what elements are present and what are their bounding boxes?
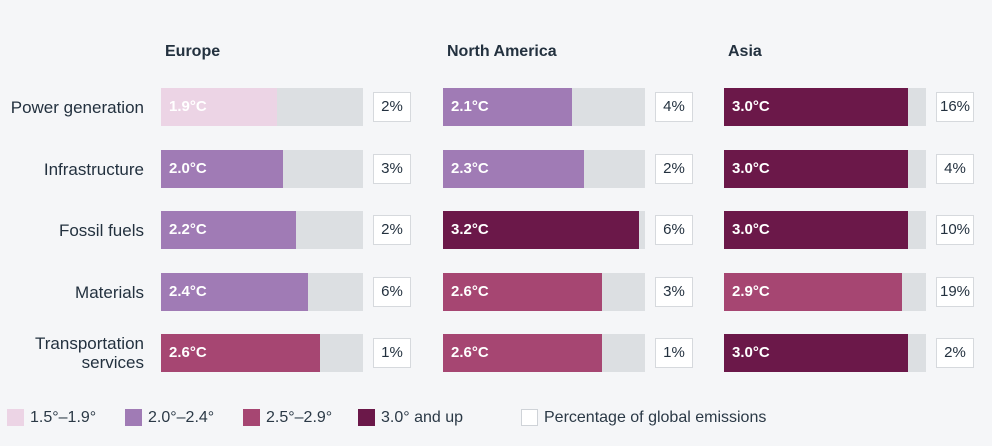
emissions-share-label: 19% [936, 277, 974, 307]
bar-track: 2.9°C [724, 273, 926, 311]
emissions-share-label: 4% [936, 154, 974, 184]
bar-value-label: 2.9°C [732, 283, 770, 300]
bar-track: 3.2°C [443, 211, 645, 249]
row-label-line: Transportation [35, 334, 144, 353]
bar-value-label: 2.4°C [169, 283, 207, 300]
emissions-share-label: 6% [373, 277, 411, 307]
bar [161, 334, 320, 372]
bar-value-label: 3.2°C [451, 221, 489, 238]
row-label-line: Power generation [10, 97, 144, 117]
bar [161, 211, 296, 249]
emissions-share-label: 1% [373, 338, 411, 368]
bar-value-label: 2.6°C [169, 344, 207, 361]
emissions-share-label: 2% [373, 92, 411, 122]
bar [443, 273, 602, 311]
emissions-share-label: 10% [936, 215, 974, 245]
bar-track: 2.1°C [443, 88, 645, 126]
bar-value-label: 3.0°C [732, 221, 770, 238]
legend-label: 2.0°–2.4° [148, 409, 215, 426]
bar-value-label: 2.6°C [451, 344, 489, 361]
region-title: Europe [165, 43, 221, 60]
bar-value-label: 1.9°C [169, 98, 207, 115]
bar [443, 88, 572, 126]
emissions-share-label: 3% [655, 277, 693, 307]
bar-track: 3.0°C [724, 88, 926, 126]
bar-track: 3.0°C [724, 211, 926, 249]
region-title: Asia [728, 43, 762, 60]
bar [724, 211, 908, 249]
legend-label: Percentage of global emissions [544, 409, 767, 426]
bar-value-label: 3.0°C [732, 160, 770, 177]
bar-track: 2.4°C [161, 273, 363, 311]
emissions-share-label: 2% [373, 215, 411, 245]
bar-track: 2.3°C [443, 150, 645, 188]
bar [443, 150, 584, 188]
emissions-share-label: 3% [373, 154, 411, 184]
bar [161, 88, 277, 126]
bar [161, 273, 308, 311]
bar [724, 334, 908, 372]
bar-value-label: 2.1°C [451, 98, 489, 115]
bar-value-label: 3.0°C [732, 344, 770, 361]
region-title: North America [447, 43, 557, 60]
emissions-share-label: 4% [655, 92, 693, 122]
bar-track: 2.6°C [443, 334, 645, 372]
emissions-share-label: 2% [655, 154, 693, 184]
row-label: Infrastructure [0, 160, 144, 179]
legend-label: 3.0° and up [381, 409, 464, 426]
row-label: Power generation [0, 98, 144, 117]
bar [443, 211, 639, 249]
bar [724, 150, 908, 188]
bar-track: 1.9°C [161, 88, 363, 126]
bar-track: 2.6°C [443, 273, 645, 311]
bar-track: 2.2°C [161, 211, 363, 249]
bar [724, 273, 902, 311]
row-label: Materials [0, 283, 144, 302]
legend-swatch [521, 409, 538, 426]
bar-track: 2.6°C [161, 334, 363, 372]
bar-value-label: 2.6°C [451, 283, 489, 300]
bar [724, 88, 908, 126]
bar-track: 2.0°C [161, 150, 363, 188]
bar-value-label: 2.3°C [451, 160, 489, 177]
emissions-share-label: 2% [936, 338, 974, 368]
row-label-line: services [81, 353, 144, 372]
legend-label: 1.5°–1.9° [30, 409, 97, 426]
emissions-share-label: 1% [655, 338, 693, 368]
bar-track: 3.0°C [724, 334, 926, 372]
row-label: Fossil fuels [0, 221, 144, 240]
row-label-line: Materials [75, 282, 144, 302]
row-label-line: Fossil fuels [58, 220, 144, 240]
bar-value-label: 3.0°C [732, 98, 770, 115]
legend-label: 2.5°–2.9° [266, 409, 333, 426]
legend-swatch [243, 409, 260, 426]
emissions-share-label: 16% [936, 92, 974, 122]
row-label: Transportation services [0, 334, 144, 372]
legend-swatch [125, 409, 142, 426]
row-label-line: Infrastructure [43, 159, 144, 179]
bar-track: 3.0°C [724, 150, 926, 188]
bar-value-label: 2.2°C [169, 221, 207, 238]
bar [443, 334, 602, 372]
legend-swatch [358, 409, 375, 426]
bar-value-label: 2.0°C [169, 160, 207, 177]
bar [161, 150, 283, 188]
legend-swatch [7, 409, 24, 426]
emissions-share-label: 6% [655, 215, 693, 245]
